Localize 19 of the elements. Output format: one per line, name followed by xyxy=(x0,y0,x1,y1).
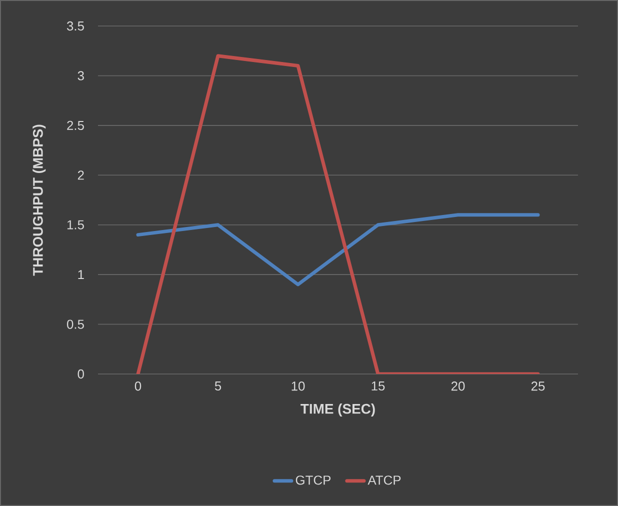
x-tick-label: 5 xyxy=(214,382,222,391)
y-tick-label: 0 xyxy=(78,369,84,379)
y-tick-label: 2.5 xyxy=(67,120,84,130)
x-axis-title: TIME (SEC) xyxy=(300,404,375,417)
y-axis-title: THROUGHPUT (MBPS) xyxy=(32,124,46,276)
legend-label: GTCP xyxy=(296,476,331,485)
x-tick-label: 15 xyxy=(372,382,385,391)
x-tick-label: 10 xyxy=(292,382,305,391)
legend-label: ATCP xyxy=(368,476,401,485)
x-tick-label: 0 xyxy=(134,382,142,391)
x-tick-label: 25 xyxy=(531,382,545,391)
y-tick-label: 1.5 xyxy=(67,220,84,230)
y-tick-label: 2 xyxy=(78,170,84,180)
y-tick-label: 1 xyxy=(78,270,84,280)
y-tick-label: 3 xyxy=(78,71,84,80)
y-tick-label: 0.5 xyxy=(66,320,84,329)
y-tick-label: 3.5 xyxy=(66,21,84,31)
x-tick-label: 20 xyxy=(451,382,465,391)
line-series xyxy=(136,213,540,286)
